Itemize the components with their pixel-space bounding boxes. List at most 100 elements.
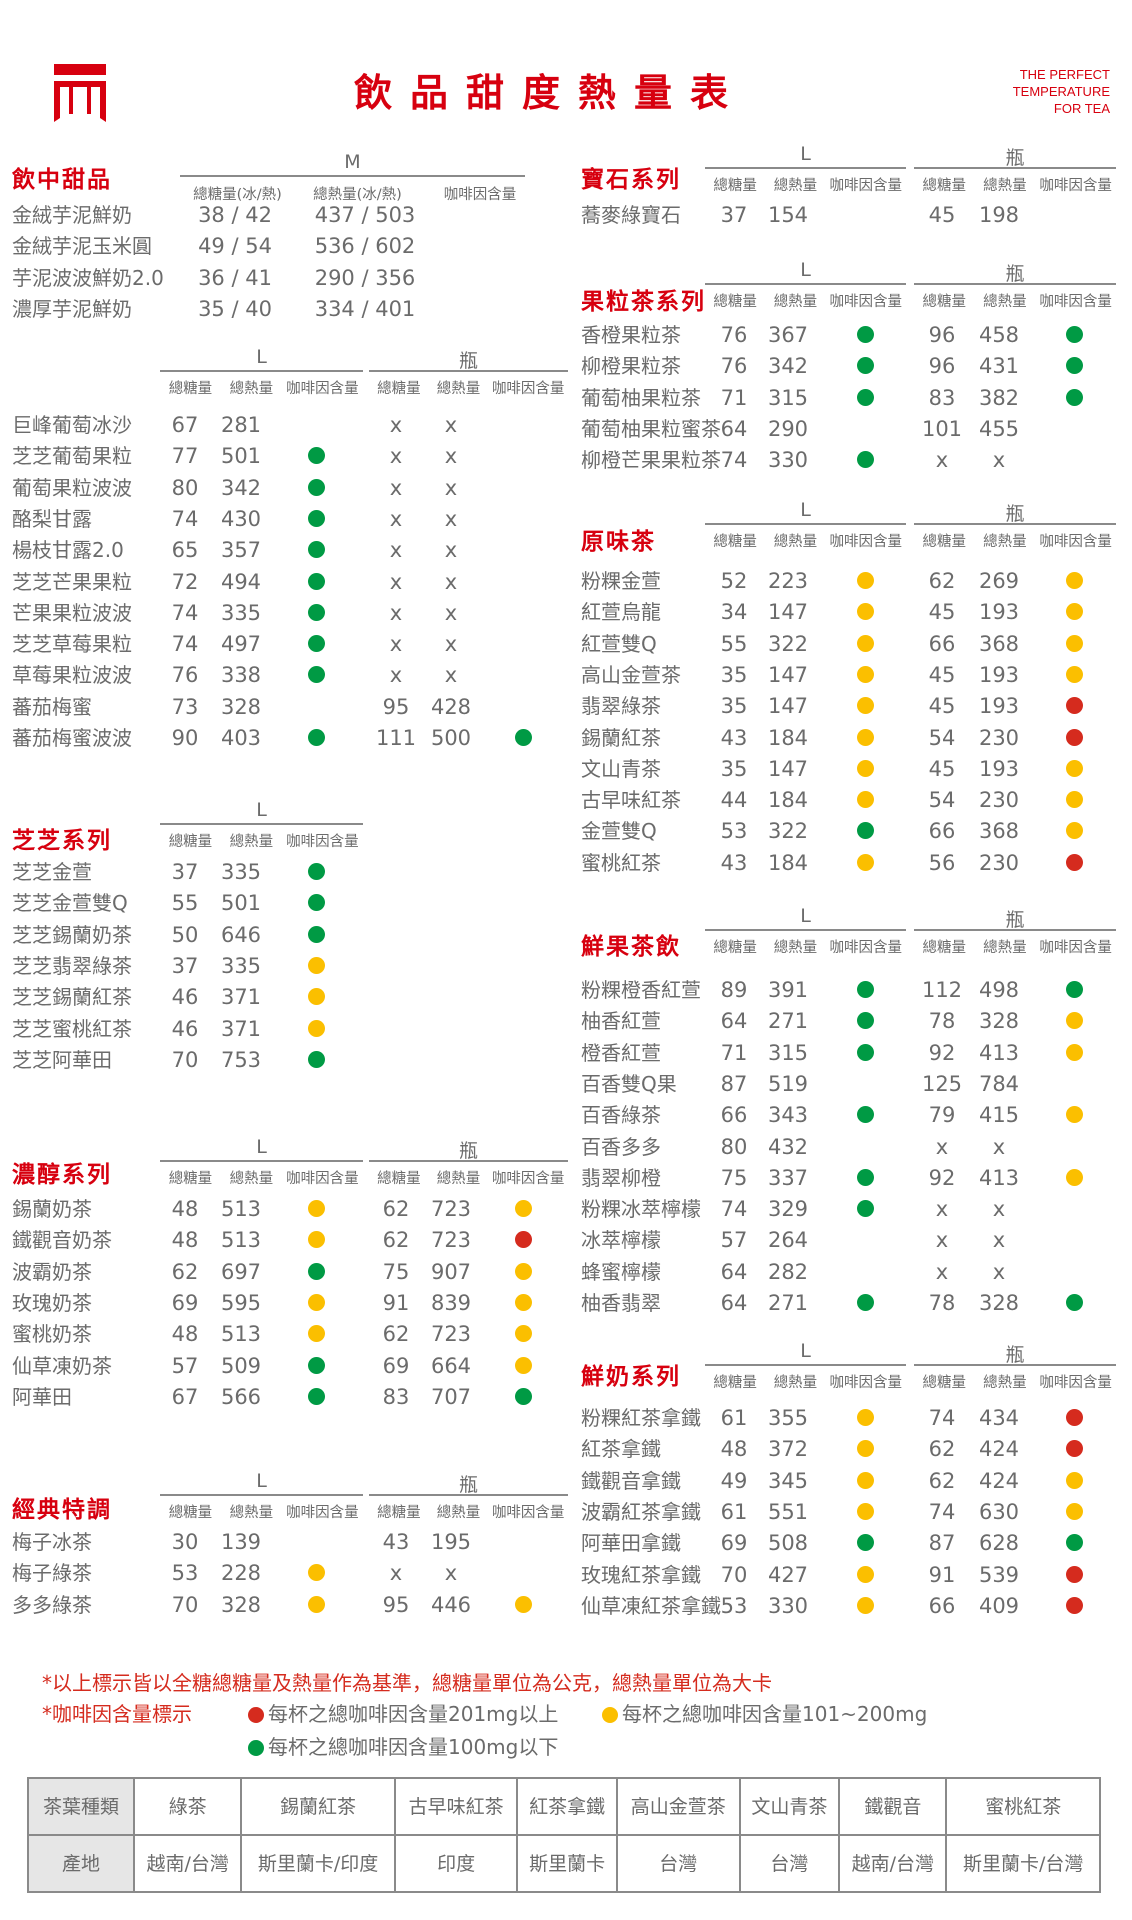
item-value: x [389,413,403,437]
item-name: 波霸紅茶拿鐵 [581,1499,701,1524]
item-value: 69 [171,1290,199,1315]
item-value: 271 [767,1291,809,1315]
yellow-caffeine-dot-icon [1065,603,1083,621]
note-caffeine-label: *咖啡因含量標示 [42,1702,192,1726]
item-value: 50 [171,922,199,947]
yellow-caffeine-dot-icon [856,728,874,746]
item-value: 67 [171,413,199,437]
item-value: 66 [720,1103,748,1128]
column-header: 總糖量 [713,1375,757,1391]
green-caffeine-dot-icon [307,635,325,653]
column-header: 咖啡因含量 [1039,940,1112,956]
item-name: 百香綠茶 [581,1103,661,1128]
item-name: 草莓果粒波波 [12,663,132,688]
item-value: 282 [767,1259,809,1284]
item-name: 古早味紅茶 [581,788,681,813]
item-value: 335 [220,953,262,978]
item-value: 91 [382,1290,410,1315]
item-name: 蜜桃紅茶 [581,850,661,875]
item-name: 芋泥波波鮮奶2.0 [12,265,164,290]
item-name: 阿華田 [12,1384,72,1409]
green-caffeine-dot-icon [307,509,325,527]
item-value: 91 [928,1562,956,1587]
yellow-caffeine-dot-icon [1065,1502,1083,1520]
item-value: 78 [928,1009,956,1034]
item-value: 54 [928,725,956,750]
item-value: 271 [767,1009,809,1034]
item-value: 290 / 356 [314,265,416,290]
red-caffeine-dot-icon [1065,1409,1083,1426]
origin-cell: 越南/台灣 [838,1834,948,1893]
item-name: 芝芝芒果果粒 [12,569,132,594]
yellow-caffeine-dot-icon [1065,1106,1083,1124]
column-header: 總糖量 [377,1505,421,1521]
size-label: 瓶 [458,1140,478,1162]
item-name: 波霸奶茶 [12,1259,92,1284]
item-name: 粉粿橙香紅萱 [581,978,701,1002]
item-value: 193 [978,756,1020,781]
item-value: 697 [220,1259,262,1284]
green-caffeine-dot-icon [307,863,325,880]
item-value: 551 [767,1499,809,1524]
yellow-caffeine-dot-icon [856,603,874,621]
green-caffeine-dot-icon [307,666,325,684]
item-value: 628 [978,1531,1020,1556]
origin-cell: 斯里蘭卡 [516,1834,618,1893]
item-value: 101 [921,416,963,441]
item-value: 95 [382,1592,410,1617]
yellow-caffeine-dot-icon [514,1595,532,1613]
item-value: 74 [171,632,199,657]
item-value: 335 [220,860,262,884]
item-name: 楊枝甘露2.0 [12,538,124,563]
column-header: 總糖量 [713,534,757,550]
green-caffeine-dot-icon [856,1043,874,1061]
item-value: 43 [720,725,748,750]
item-value: 536 / 602 [314,234,416,259]
item-value: x [444,444,458,469]
item-value: 409 [978,1593,1020,1618]
column-header: 總糖量 [922,1375,967,1391]
size-divider [369,1160,568,1162]
item-value: x [935,1228,949,1253]
item-value: 70 [171,1047,199,1072]
item-value: 335 [220,600,262,625]
item-value: 368 [978,819,1020,844]
item-value: 55 [171,891,199,916]
item-name: 仙草凍奶茶 [12,1353,112,1378]
section-title: 芝芝系列 [12,827,112,854]
yellow-caffeine-dot-icon [514,1200,532,1217]
item-value: 367 [767,323,809,347]
green-caffeine-dot-icon [307,572,325,590]
item-name: 玫瑰奶茶 [12,1290,92,1315]
green-caffeine-dot-icon [856,1294,874,1311]
column-header: 總糖量 [713,294,757,310]
item-value: 413 [978,1040,1020,1065]
yellow-caffeine-dot-icon [307,1019,325,1037]
yellow-caffeine-dot-icon [307,1595,325,1613]
item-value: 330 [767,1593,809,1618]
item-value: 290 [767,416,809,441]
item-value: 49 / 54 [198,234,272,259]
item-name: 蕃茄梅蜜波波 [12,726,132,750]
yellow-caffeine-dot-icon [307,988,325,1006]
item-value: 53 [720,819,748,844]
tea-type-cell: 錫蘭紅茶 [240,1777,396,1836]
green-caffeine-dot-icon [856,981,874,998]
yellow-caffeine-dot-icon [1065,1012,1083,1030]
item-value: 66 [928,1593,956,1618]
origin-row: 產地 越南/台灣 斯里蘭卡/印度 印度 斯里蘭卡 台灣 台灣 越南/台灣 斯里蘭卡/台灣 [27,1834,1101,1893]
yellow-caffeine-dot-icon [856,634,874,652]
size-label: L [800,1340,811,1362]
column-header: 咖啡因含量 [1039,178,1112,194]
item-name: 金絨芋泥鮮奶 [12,203,132,227]
item-name: 紅萱雙Q [581,631,657,656]
item-name: 錫蘭奶茶 [12,1197,92,1221]
item-value: 76 [171,663,199,688]
item-value: 74 [720,448,748,473]
column-header: 咖啡因含量 [829,534,903,550]
item-value: 427 [767,1562,809,1587]
item-value: 76 [720,323,748,347]
item-value: 75 [720,1165,748,1190]
item-value: x [992,1134,1006,1159]
item-value: 43 [382,1530,410,1554]
